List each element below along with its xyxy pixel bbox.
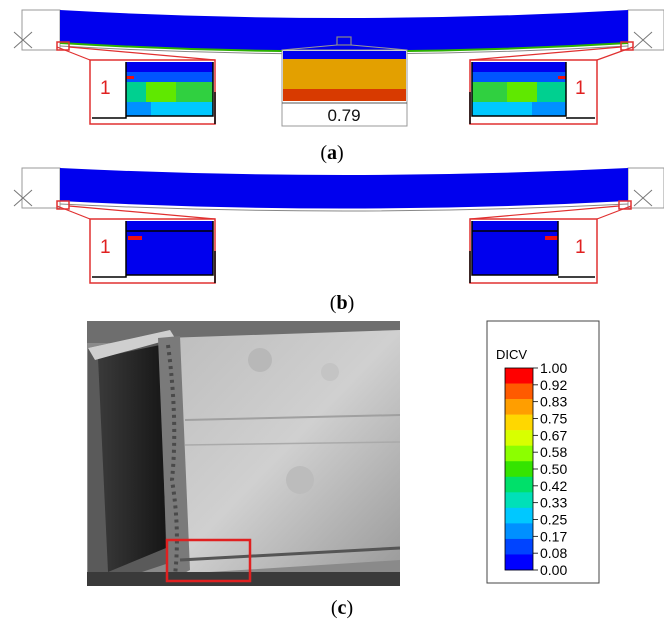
panel-b: 1 1 (b)	[13, 167, 664, 314]
callout-lines-a	[56, 46, 634, 61]
legend-tick-label: 0.33	[540, 495, 567, 511]
legend-tick-label: 0.17	[540, 528, 567, 544]
legend-tick-label: 1.00	[540, 360, 567, 376]
legend-tick-label: 0.50	[540, 461, 567, 477]
legend-tick-label: 0.00	[540, 562, 567, 578]
beam-b	[60, 168, 628, 209]
panel-a: 1 0.79 1 (a)	[13, 9, 664, 164]
beam-a	[60, 10, 628, 52]
legend-swatch	[505, 368, 533, 384]
beam-b-bottom-edge	[59, 203, 629, 212]
legend-tick-labels: 1.000.920.830.750.670.580.500.420.330.25…	[533, 360, 567, 578]
panel-c: (c)	[87, 321, 400, 619]
legend-swatch	[505, 399, 533, 415]
left-support-b	[13, 167, 61, 209]
zoom-right-b: 1	[469, 218, 598, 284]
legend-tick-label: 0.67	[540, 427, 567, 443]
right-support-b	[627, 167, 664, 209]
legend-swatch	[505, 523, 533, 540]
crack-highlight-box	[165, 538, 252, 583]
legend-tick-label: 0.25	[540, 512, 567, 528]
legend-swatch	[505, 507, 533, 524]
legend-swatch	[505, 492, 533, 509]
legend-tick-label: 0.75	[540, 411, 567, 427]
panel-label-b: (b)	[330, 292, 354, 314]
legend-swatch	[505, 476, 533, 493]
legend-colorbar	[504, 367, 534, 571]
legend-tick-label: 0.08	[540, 545, 567, 561]
legend-swatch	[505, 430, 533, 446]
zoom-right-number-b: 1	[575, 237, 586, 258]
legend-swatch	[505, 461, 533, 478]
legend: DICV 1.000.920.830.750.670.580.500.420.3…	[486, 320, 600, 584]
zoom-left-number-a: 1	[100, 78, 111, 99]
mid-value-text: 0.79	[327, 106, 360, 125]
left-support	[13, 9, 61, 51]
marker-right-a	[620, 41, 634, 51]
legend-swatch	[505, 445, 533, 462]
zoom-right-a: 1	[469, 59, 598, 125]
marker-right-b	[618, 200, 632, 210]
panel-label-a: (a)	[320, 142, 343, 164]
marker-mid-a	[336, 36, 352, 46]
zoom-left-number-b: 1	[100, 237, 111, 258]
legend-tick-label: 0.58	[540, 444, 567, 460]
legend-swatch	[505, 554, 533, 571]
panel-label-c: (c)	[331, 597, 353, 619]
legend-tick-label: 0.42	[540, 478, 567, 494]
legend-swatch	[505, 383, 533, 400]
callout-lines-b	[56, 205, 632, 220]
zoom-mid-a: 0.79	[281, 49, 408, 127]
legend-swatch	[505, 538, 533, 555]
legend-tick-label: 0.83	[540, 394, 567, 410]
photo	[87, 321, 400, 586]
callout-lines-mid-a	[281, 44, 408, 51]
legend-tick-label: 0.92	[540, 377, 567, 393]
zoom-left-a: 1	[89, 59, 216, 125]
zoom-left-b: 1	[89, 218, 216, 284]
legend-title: DICV	[496, 347, 527, 362]
legend-swatch	[505, 414, 533, 431]
zoom-right-number-a: 1	[575, 78, 586, 99]
